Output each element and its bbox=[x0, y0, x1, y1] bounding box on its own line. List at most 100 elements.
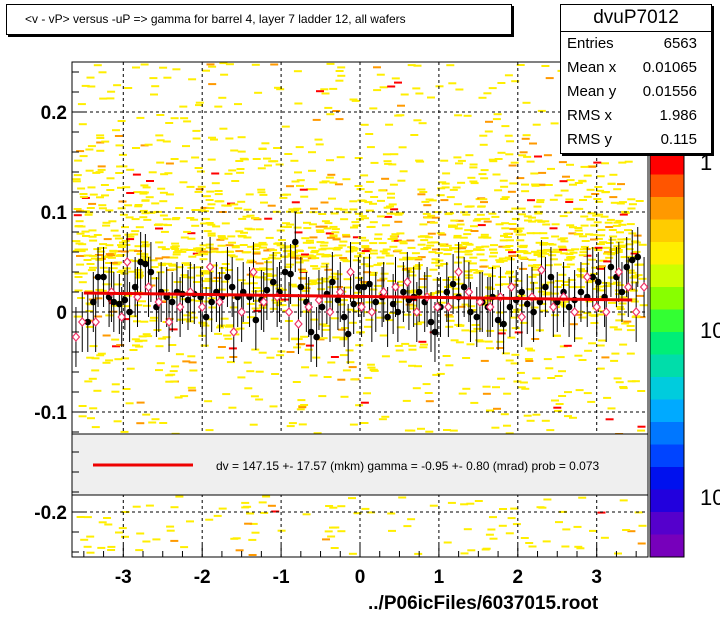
density-cell bbox=[73, 214, 82, 217]
density-cell bbox=[270, 337, 279, 340]
density-cell bbox=[573, 525, 582, 528]
density-cell bbox=[451, 287, 460, 290]
density-cell bbox=[623, 320, 632, 323]
density-cell bbox=[416, 160, 425, 163]
density-cell bbox=[187, 237, 196, 240]
density-cell bbox=[79, 193, 88, 195]
density-cell bbox=[440, 248, 449, 251]
density-cell bbox=[555, 403, 564, 405]
density-cell bbox=[328, 247, 337, 250]
density-cell bbox=[179, 105, 188, 108]
density-cell bbox=[136, 532, 145, 535]
density-cell bbox=[609, 248, 618, 251]
density-cell bbox=[170, 256, 179, 259]
density-cell bbox=[566, 163, 574, 166]
density-cell bbox=[206, 63, 215, 66]
density-cell bbox=[521, 137, 530, 140]
density-cell bbox=[85, 169, 94, 172]
density-cell bbox=[238, 235, 247, 238]
density-cell bbox=[207, 158, 216, 161]
density-cell bbox=[617, 183, 625, 186]
density-cell bbox=[376, 279, 385, 282]
density-cell bbox=[210, 280, 219, 283]
data-point bbox=[202, 313, 210, 321]
density-cell bbox=[169, 328, 178, 331]
density-cell bbox=[412, 387, 421, 390]
density-cell bbox=[293, 70, 302, 73]
density-cell bbox=[118, 269, 127, 272]
density-cell bbox=[388, 529, 396, 532]
density-cell bbox=[257, 167, 266, 170]
density-cell bbox=[104, 523, 113, 526]
density-cell bbox=[83, 516, 92, 519]
density-cell bbox=[121, 511, 130, 513]
density-cell bbox=[129, 349, 138, 351]
density-cell bbox=[309, 374, 318, 377]
density-cell bbox=[332, 336, 341, 339]
data-point bbox=[291, 238, 299, 246]
density-cell bbox=[486, 409, 494, 412]
density-cell bbox=[597, 266, 606, 269]
density-cell bbox=[169, 296, 178, 299]
data-point bbox=[366, 280, 373, 288]
density-cell bbox=[494, 158, 503, 160]
density-cell bbox=[388, 203, 397, 206]
density-cell bbox=[518, 154, 527, 157]
density-cell bbox=[442, 172, 451, 175]
density-cell bbox=[301, 253, 309, 256]
stats-box: dvuP7012 Entries 6563 Mean x 0.01065 Mea… bbox=[560, 4, 712, 154]
data-point bbox=[287, 270, 294, 278]
density-cell bbox=[351, 242, 360, 245]
density-cell bbox=[597, 313, 606, 316]
density-cell bbox=[389, 245, 398, 248]
density-cell bbox=[503, 392, 512, 395]
density-cell bbox=[321, 92, 330, 95]
density-cell bbox=[81, 84, 90, 87]
data-point-open bbox=[601, 307, 611, 317]
density-cell bbox=[205, 199, 214, 201]
density-cell bbox=[135, 271, 144, 274]
density-cell bbox=[542, 223, 551, 226]
density-cell bbox=[531, 338, 540, 340]
density-cell bbox=[136, 274, 144, 277]
density-cell bbox=[373, 263, 382, 266]
density-cell bbox=[289, 251, 298, 254]
density-cell bbox=[367, 366, 376, 369]
density-cell bbox=[407, 246, 416, 249]
density-cell bbox=[390, 153, 399, 156]
density-cell bbox=[638, 524, 647, 527]
density-cell bbox=[480, 235, 489, 238]
density-cell bbox=[225, 325, 233, 328]
density-cell bbox=[541, 65, 550, 67]
data-point bbox=[355, 283, 362, 291]
density-cell bbox=[518, 213, 526, 216]
density-cell bbox=[96, 141, 105, 144]
density-cell bbox=[397, 179, 406, 182]
x-tick-label: 0 bbox=[355, 567, 366, 588]
density-cell bbox=[553, 286, 562, 288]
density-cell bbox=[356, 331, 365, 334]
data-point bbox=[565, 303, 573, 311]
density-cell bbox=[580, 165, 589, 168]
density-cell bbox=[483, 273, 492, 276]
density-cell bbox=[251, 217, 260, 220]
density-cell bbox=[526, 160, 535, 163]
density-cell bbox=[414, 365, 422, 368]
density-cell bbox=[363, 325, 372, 328]
stats-label: Mean y bbox=[567, 83, 617, 100]
data-point bbox=[307, 328, 315, 336]
density-cell bbox=[301, 259, 310, 262]
density-cell bbox=[464, 229, 473, 232]
density-cell bbox=[311, 249, 320, 252]
density-cell bbox=[578, 180, 587, 183]
density-cell bbox=[164, 172, 173, 175]
density-cell bbox=[139, 191, 148, 194]
density-cell bbox=[427, 214, 436, 217]
density-cell bbox=[481, 245, 490, 248]
density-cell bbox=[96, 196, 104, 199]
density-cell bbox=[322, 538, 330, 541]
density-cell bbox=[324, 530, 333, 533]
density-cell bbox=[571, 248, 580, 251]
density-cell bbox=[413, 294, 422, 297]
density-cell bbox=[110, 229, 119, 232]
